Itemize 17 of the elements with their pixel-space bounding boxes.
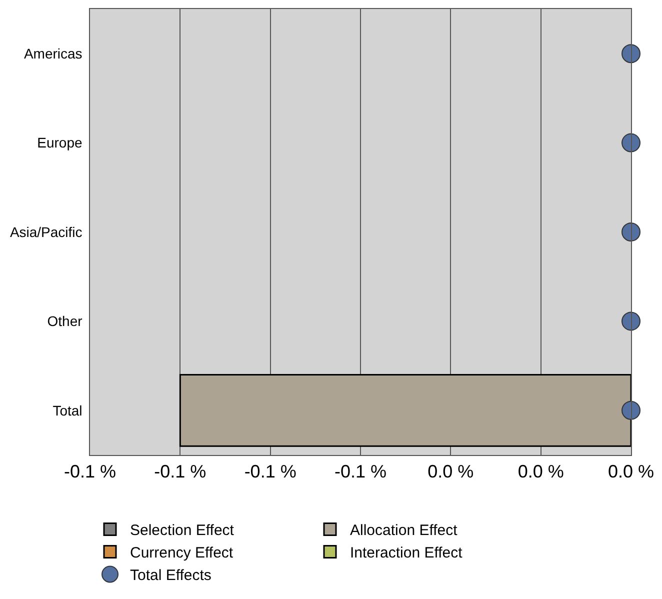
x-tick-label: -0.1 % (244, 462, 296, 482)
y-tick-label: Asia/Pacific (10, 224, 86, 240)
x-tick-label: 0.0 % (428, 462, 474, 482)
x-tick-label: 0.0 % (608, 462, 654, 482)
legend-label: Selection Effect (130, 522, 235, 540)
legend-label: Total Effects (130, 567, 212, 584)
x-tick-label: -0.1 % (154, 462, 206, 482)
legend-label: Interaction Effect (350, 544, 464, 562)
y-tick-label: Other (47, 313, 86, 330)
x-tick-label: -0.1 % (334, 462, 387, 482)
y-tick-label: Total (52, 402, 86, 418)
y-tick-label: Americas (24, 46, 86, 62)
x-tick-label: -0.1 % (64, 462, 116, 482)
y-tick-label: Europe (37, 134, 86, 151)
legend-label: Allocation Effect (350, 522, 458, 540)
legend-label: Currency Effect (130, 544, 234, 562)
x-tick-label: 0.0 % (518, 462, 564, 482)
